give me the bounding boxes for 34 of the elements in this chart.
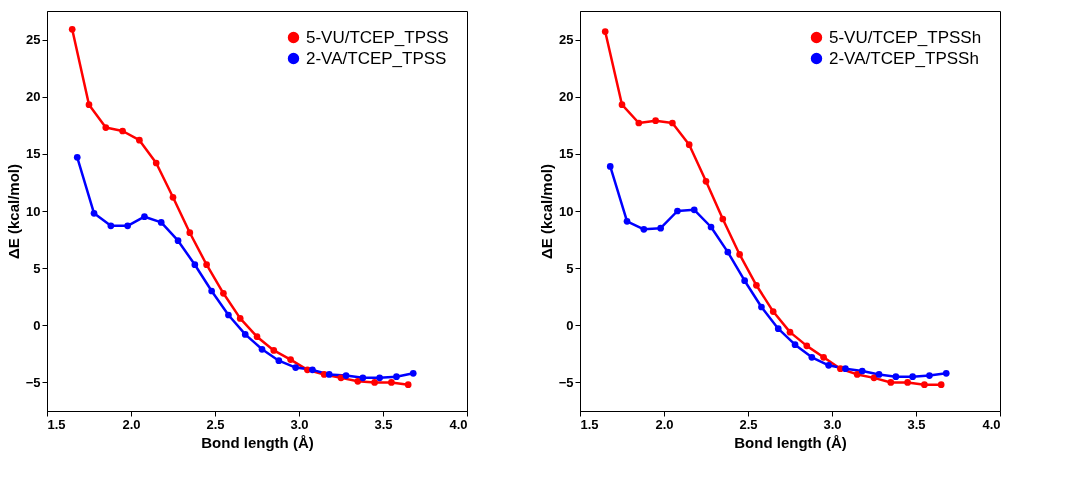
y-tick-label: 10 <box>559 203 574 219</box>
x-tick-label: 3.0 <box>823 416 842 432</box>
y-tick-label: 20 <box>559 89 574 105</box>
legend-label: 2-VA/TCEP_TPSSh <box>829 48 979 68</box>
y-tick-label: 10 <box>26 203 41 219</box>
y-tick-label: 25 <box>26 32 41 48</box>
x-tick-label: 1.5 <box>580 416 599 432</box>
x-axis-title: Bond length (Å) <box>201 433 314 451</box>
x-tick-label: 3.5 <box>907 416 926 432</box>
legend-label: 5-VU/TCEP_TPSSh <box>829 27 982 47</box>
x-tick-label: 1.5 <box>47 416 66 432</box>
y-axis-title: ΔE (kcal/mol) <box>537 164 555 259</box>
x-tick-label: 3.5 <box>374 416 393 432</box>
y-axis-title: ΔE (kcal/mol) <box>4 164 22 259</box>
x-tick-label: 2.5 <box>739 416 758 432</box>
x-tick-label: 2.5 <box>206 416 225 432</box>
y-tick-label: 5 <box>566 260 574 276</box>
y-tick-label: 15 <box>559 146 574 162</box>
y-tick-label: 0 <box>33 317 41 333</box>
x-tick-label: 2.0 <box>655 416 674 432</box>
x-tick-label: 2.0 <box>122 416 141 432</box>
legend-label: 5-VU/TCEP_TPSS <box>306 27 449 47</box>
legend-label: 2-VA/TCEP_TPSS <box>306 48 447 68</box>
x-tick-label: 4.0 <box>982 416 1001 432</box>
y-tick-label: 5 <box>33 260 41 276</box>
y-tick-label: 0 <box>566 317 574 333</box>
x-axis-title: Bond length (Å) <box>734 433 847 451</box>
y-tick-label: 15 <box>26 146 41 162</box>
x-tick-label: 3.0 <box>290 416 309 432</box>
y-tick-label: −5 <box>25 374 41 390</box>
y-tick-label: 20 <box>26 89 41 105</box>
x-tick-label: 4.0 <box>449 416 468 432</box>
y-tick-label: −5 <box>558 374 574 390</box>
y-tick-label: 25 <box>559 32 574 48</box>
